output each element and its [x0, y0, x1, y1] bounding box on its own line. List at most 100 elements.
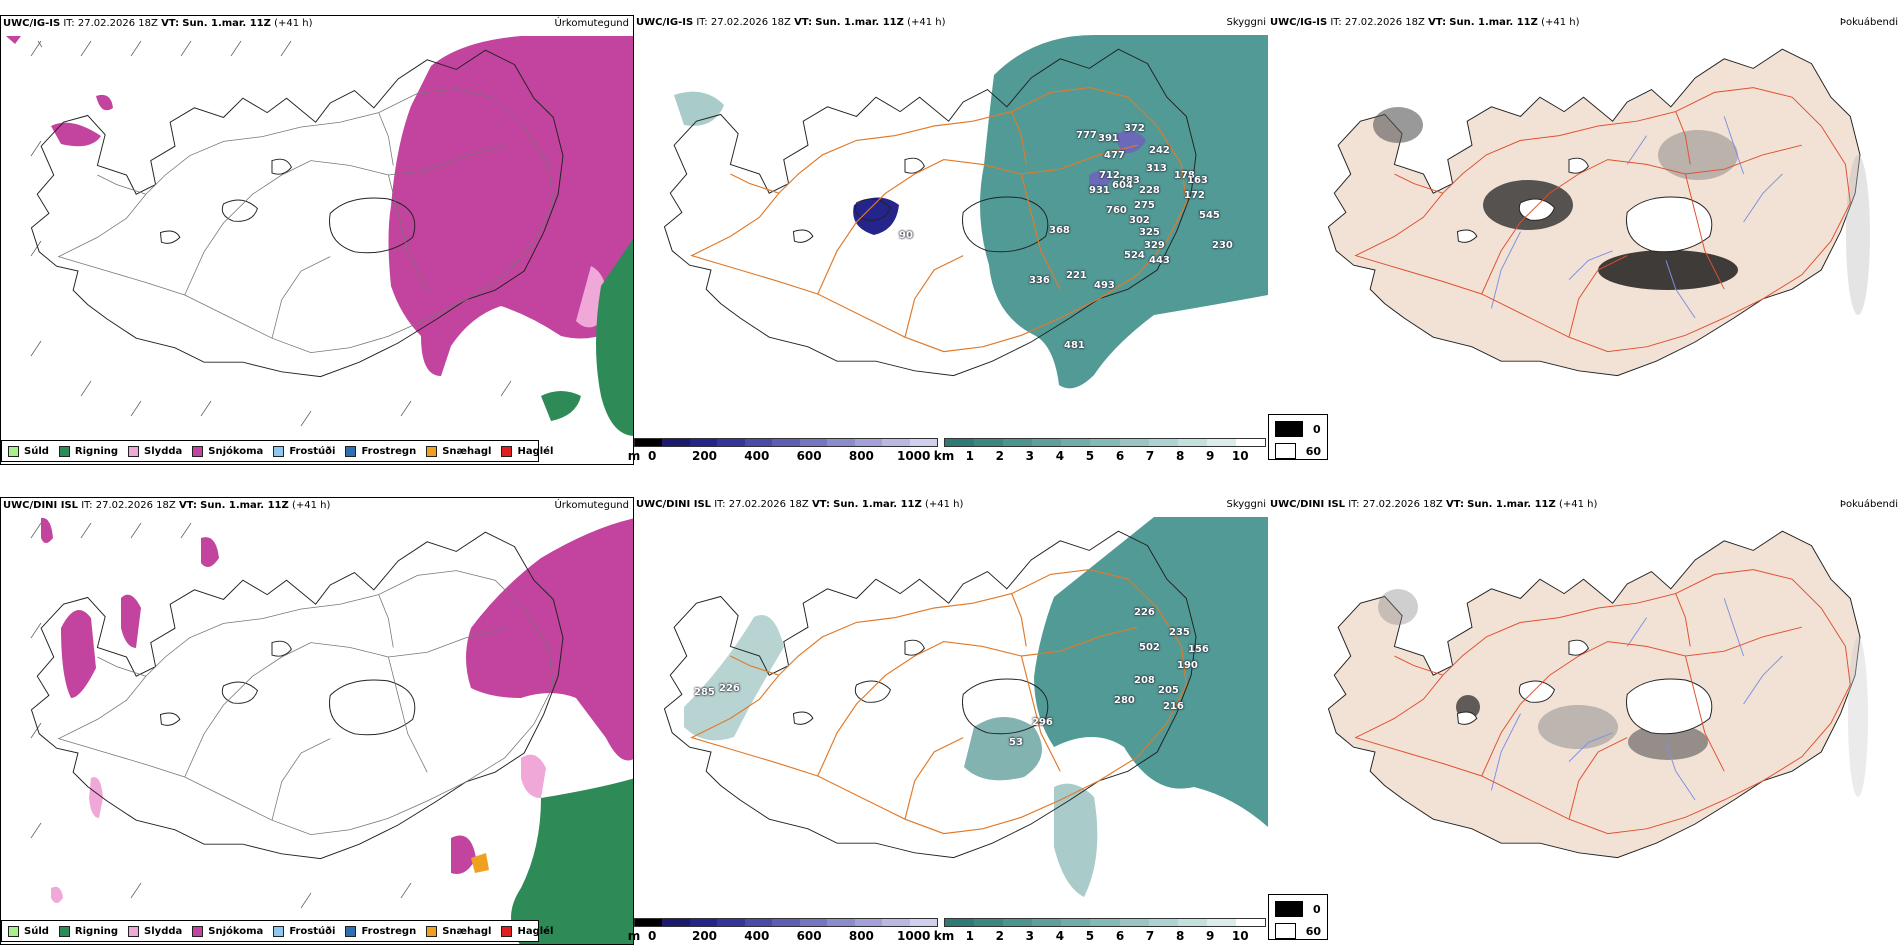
colorbar-tick: 600 [796, 929, 822, 943]
legend-label: Súld [24, 445, 49, 457]
height-ticks: m 0 200 400 600 800 1000 [628, 929, 938, 943]
visibility-ramp [944, 918, 1266, 927]
legend-item: Súld [8, 925, 49, 937]
legend-label: Frostúði [289, 925, 336, 937]
valid-time: Sun. 1.mar. 11Z [815, 17, 904, 28]
height-ramp [634, 918, 938, 927]
height-ramp [634, 438, 938, 447]
color-step [717, 439, 745, 446]
cloud-base-label: 502 [1139, 642, 1160, 653]
color-step [772, 439, 800, 446]
legend-item: Frostregn [345, 445, 416, 457]
cloud-base-label: 777 [1076, 130, 1097, 141]
colorbar-tick: 8 [1175, 449, 1185, 463]
fog-map [1327, 48, 1870, 377]
legend-swatch [273, 925, 285, 937]
color-step [1003, 439, 1033, 446]
precip-map [6, 36, 633, 436]
legend-item: Súld [8, 445, 49, 457]
color-step [1148, 439, 1178, 446]
colorbar-tick: 0 [648, 449, 657, 463]
colorbar-unit: km [933, 929, 955, 943]
legend-label: Snjókoma [208, 925, 264, 937]
cloud-base-label: 329 [1144, 240, 1165, 251]
color-step [1206, 919, 1236, 926]
color-step [799, 439, 828, 446]
height-colorbar-row1: m 0 200 400 600 800 1000 [628, 438, 938, 463]
cloud-base-label: 477 [1104, 150, 1125, 161]
panel-header: UWC/DINI ISL IT: 27.02.2026 18Z VT: Sun.… [1270, 499, 1597, 510]
init-time: 27.02.2026 18Z [728, 499, 809, 510]
legend-swatch [426, 445, 438, 457]
panel-title: Úrkomutegund [554, 18, 629, 29]
valid-time: Sun. 1.mar. 11Z [182, 18, 271, 29]
init-label: IT: [81, 500, 93, 511]
colorbar-tick: 200 [691, 929, 718, 943]
legend-swatch [128, 445, 140, 457]
color-step [827, 919, 855, 926]
height-ticks: m 0 200 400 600 800 1000 [628, 449, 938, 463]
colorbar-tick: 400 [744, 449, 770, 463]
colorbar-tick: 9 [1205, 449, 1215, 463]
color-step [827, 439, 855, 446]
model-name: UWC/IG-IS [636, 17, 694, 28]
legend-item: Frostregn [345, 925, 416, 937]
colorbar-tick: 7 [1145, 449, 1155, 463]
color-step [744, 919, 773, 926]
lead-time: (+41 h) [1558, 499, 1598, 510]
color-step [1177, 439, 1207, 446]
cloud-base-label: 336 [1029, 275, 1050, 286]
model-name: UWC/DINI ISL [1270, 499, 1346, 510]
color-step [717, 919, 745, 926]
colorbar-tick: 1 [965, 449, 974, 463]
cloud-base-label: 325 [1139, 227, 1160, 238]
color-step [689, 439, 718, 446]
color-step [945, 439, 975, 446]
colorbar-tick: 2 [995, 449, 1004, 463]
color-step [635, 439, 663, 446]
color-step [744, 439, 773, 446]
legend-item: Rigning [58, 445, 118, 457]
panel-header: UWC/DINI ISL IT: 27.02.2026 18Z VT: Sun.… [636, 499, 963, 510]
legend-item: Frostúði [273, 445, 335, 457]
legend-swatch [8, 925, 19, 937]
colorbar-unit: m [627, 449, 641, 463]
cloud-base-label: 712 [1099, 170, 1120, 181]
lead-time: (+41 h) [291, 500, 331, 511]
colorbar-tick: 1 [965, 929, 974, 943]
panel-header: UWC/IG-IS IT: 27.02.2026 18Z VT: Sun. 1.… [1270, 17, 1580, 28]
cloud-base-label: 226 [719, 683, 740, 694]
fog-legend-item: 60 [1275, 443, 1321, 459]
fog-swatch [1275, 923, 1296, 939]
color-step [1003, 919, 1033, 926]
legend-label: Slydda [144, 925, 183, 937]
fog-panel-row2: UWC/DINI ISL IT: 27.02.2026 18Z VT: Sun.… [1268, 497, 1900, 945]
colorbar-tick: 800 [848, 449, 874, 463]
cloud-base-label: 221 [1066, 270, 1087, 281]
color-step [1235, 439, 1266, 446]
color-step [1119, 919, 1149, 926]
colorbar-tick: 800 [848, 929, 874, 943]
colorbar-tick: 8 [1175, 929, 1185, 943]
cloud-base-label: 760 [1106, 205, 1127, 216]
color-step [799, 919, 828, 926]
height-colorbar-row2: m 0 200 400 600 800 1000 [628, 918, 938, 943]
fog-value: 0 [1313, 902, 1321, 916]
cloud-base-label: 372 [1124, 123, 1145, 134]
cloud-base-label: 228 [1139, 185, 1160, 196]
legend-swatch [501, 925, 513, 937]
legend-item: Snæhagl [426, 925, 491, 937]
valid-label: VT: [811, 499, 830, 510]
color-step [854, 439, 883, 446]
cloud-base-label: 235 [1169, 627, 1190, 638]
colorbar-tick: 5 [1085, 449, 1095, 463]
color-step [909, 919, 937, 926]
valid-time: Sun. 1.mar. 11Z [833, 499, 922, 510]
cloud-base-label: 296 [1032, 717, 1053, 728]
cloud-base-label: 172 [1184, 190, 1205, 201]
panel-title: Skyggni [1226, 17, 1266, 28]
cloud-base-label: 280 [1114, 695, 1135, 706]
cloud-base-label: 90 [899, 230, 913, 241]
legend-label: Snjókoma [208, 445, 264, 457]
valid-label: VT: [178, 500, 197, 511]
